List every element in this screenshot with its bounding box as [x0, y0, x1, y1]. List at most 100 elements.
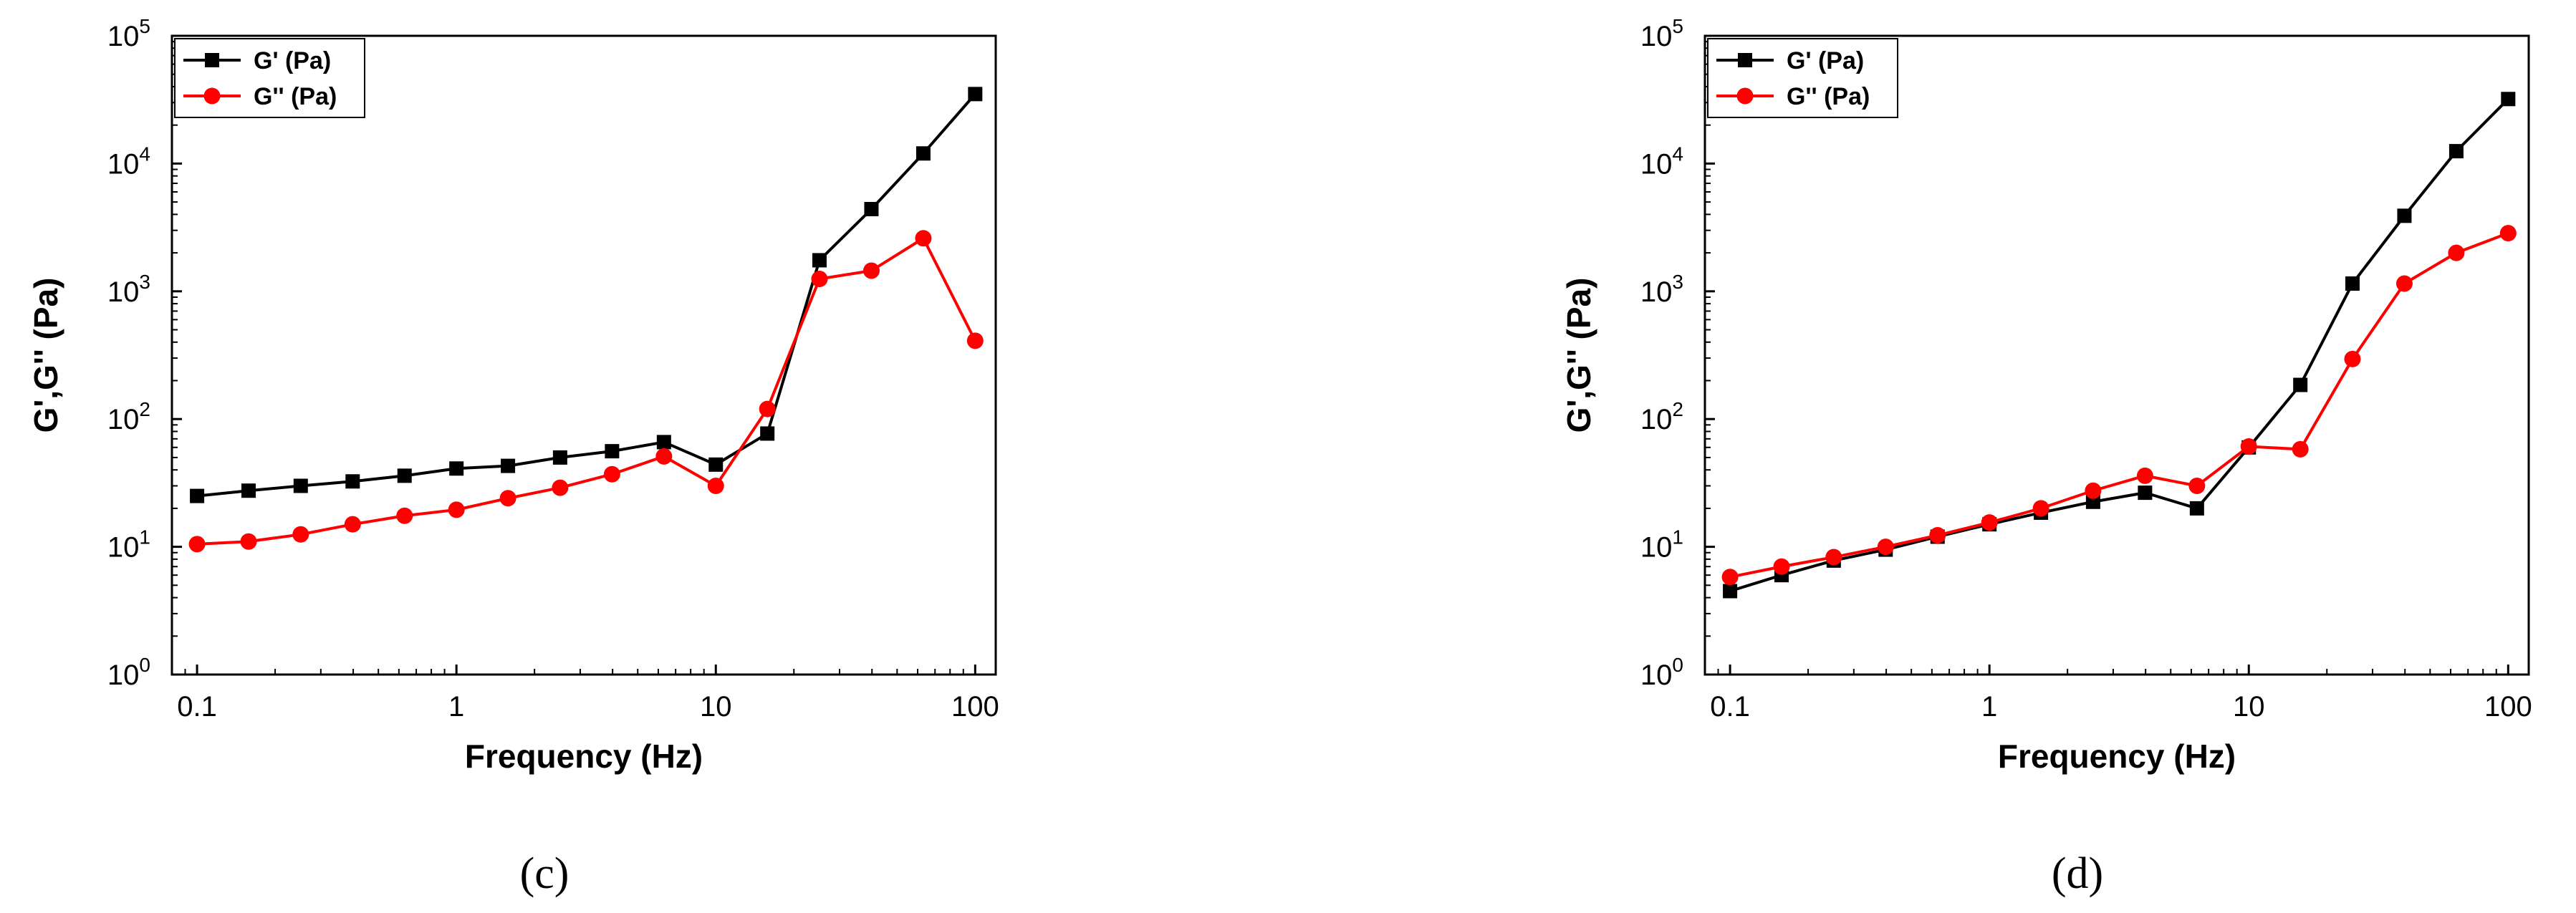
data-point-circle: [552, 479, 569, 496]
y-tick-exponent: 5: [139, 15, 150, 37]
x-tick-label: 10: [2233, 691, 2265, 723]
data-point-square: [760, 426, 775, 441]
y-tick-base: 10: [107, 660, 140, 691]
y-tick-label: 105: [1640, 15, 1683, 52]
data-point-circle: [707, 477, 724, 494]
y-tick-label: 104: [1640, 142, 1683, 180]
data-point-square: [2138, 486, 2153, 501]
y-tick-label: 101: [107, 526, 150, 564]
x-tick-label: 1: [1981, 691, 1997, 723]
y-tick-exponent: 3: [139, 271, 150, 293]
data-point-circle: [2032, 500, 2049, 517]
x-tick-label: 10: [700, 691, 732, 723]
legend-box: [174, 38, 365, 118]
legend: G' (Pa) G'' (Pa): [1707, 38, 1898, 118]
data-point-circle: [862, 262, 880, 279]
data-point-circle: [915, 230, 932, 247]
y-tick-exponent: 3: [1672, 271, 1683, 293]
data-point-circle: [2188, 477, 2206, 494]
legend-label: G' (Pa): [254, 47, 331, 74]
panel-caption: (d): [2052, 849, 2103, 898]
x-tick-label: 0.1: [177, 691, 217, 723]
y-tick-base: 10: [107, 404, 140, 435]
data-point-circle: [396, 507, 413, 524]
data-point-square: [656, 435, 671, 450]
data-point-circle: [1981, 514, 1998, 531]
data-point-circle: [2136, 467, 2153, 484]
y-tick-base: 10: [1640, 404, 1673, 435]
data-point-square: [968, 87, 983, 102]
data-point-square: [708, 457, 724, 472]
data-point-square: [864, 202, 879, 217]
data-point-circle: [1929, 527, 1946, 544]
y-tick-exponent: 2: [139, 398, 150, 420]
data-point-square: [2189, 501, 2204, 516]
y-tick-exponent: 0: [1672, 654, 1683, 676]
data-point-circle: [759, 400, 776, 417]
data-point-square: [449, 461, 464, 476]
plot-frame: [1703, 34, 2530, 676]
data-point-circle: [448, 501, 465, 518]
data-point-square: [2501, 92, 2516, 107]
data-point-square: [190, 488, 205, 503]
data-point-circle: [292, 526, 309, 543]
data-point-square: [2448, 144, 2464, 159]
y-tick-exponent: 5: [1672, 15, 1683, 37]
x-tick-label: 0.1: [1710, 691, 1750, 723]
series-line-g-double-prime: [196, 236, 977, 546]
data-point-circle: [2395, 275, 2413, 292]
x-tick-label: 1: [448, 691, 464, 723]
x-tick-label: 100: [2484, 691, 2532, 723]
data-point-circle: [1825, 549, 1842, 566]
data-point-circle: [603, 465, 620, 483]
data-point-square: [915, 146, 931, 161]
y-tick-base: 10: [1640, 660, 1673, 691]
y-tick-label: 100: [107, 654, 150, 691]
legend-label: G'' (Pa): [254, 83, 337, 110]
data-point-circle: [2085, 482, 2102, 499]
plot-frame: [170, 34, 997, 676]
data-point-square: [1723, 584, 1738, 599]
data-point-circle: [811, 271, 828, 288]
legend-label: G' (Pa): [1787, 47, 1864, 74]
data-point-circle: [2240, 438, 2257, 455]
data-point-circle: [1877, 538, 1894, 556]
legend-marker-square: [205, 53, 219, 67]
legend-label: G'' (Pa): [1787, 83, 1870, 110]
legend-marker-square: [1738, 53, 1752, 67]
y-tick-label: 100: [1640, 654, 1683, 691]
data-point-square: [812, 253, 827, 268]
y-tick-label: 102: [107, 398, 150, 435]
y-tick-exponent: 2: [1672, 398, 1683, 420]
data-point-circle: [2344, 350, 2361, 367]
data-point-square: [345, 474, 360, 489]
data-point-circle: [2499, 225, 2517, 242]
data-point-square: [2085, 494, 2100, 509]
data-point-square: [552, 450, 567, 465]
y-tick-base: 10: [107, 532, 140, 564]
data-point-circle: [1773, 558, 1790, 575]
y-tick-base: 10: [1640, 532, 1673, 564]
y-tick-exponent: 4: [139, 142, 150, 165]
data-point-circle: [240, 533, 257, 550]
data-point-circle: [499, 490, 516, 507]
data-point-square: [2293, 377, 2308, 392]
y-tick-label: 105: [107, 15, 150, 52]
data-point-circle: [1721, 569, 1739, 586]
y-axis-label: G',G'' (Pa): [1560, 278, 1597, 433]
data-point-circle: [188, 536, 206, 553]
data-point-circle: [655, 448, 673, 465]
y-tick-base: 10: [107, 148, 140, 180]
data-point-square: [2345, 276, 2360, 291]
data-point-square: [501, 458, 516, 473]
data-point-square: [605, 444, 620, 459]
data-point-square: [293, 478, 308, 493]
data-point-circle: [2292, 440, 2309, 458]
y-tick-exponent: 1: [139, 526, 150, 549]
data-point-circle: [2448, 244, 2465, 261]
legend-marker-circle: [203, 87, 221, 105]
y-tick-label: 101: [1640, 526, 1683, 564]
y-tick-base: 10: [1640, 21, 1673, 52]
